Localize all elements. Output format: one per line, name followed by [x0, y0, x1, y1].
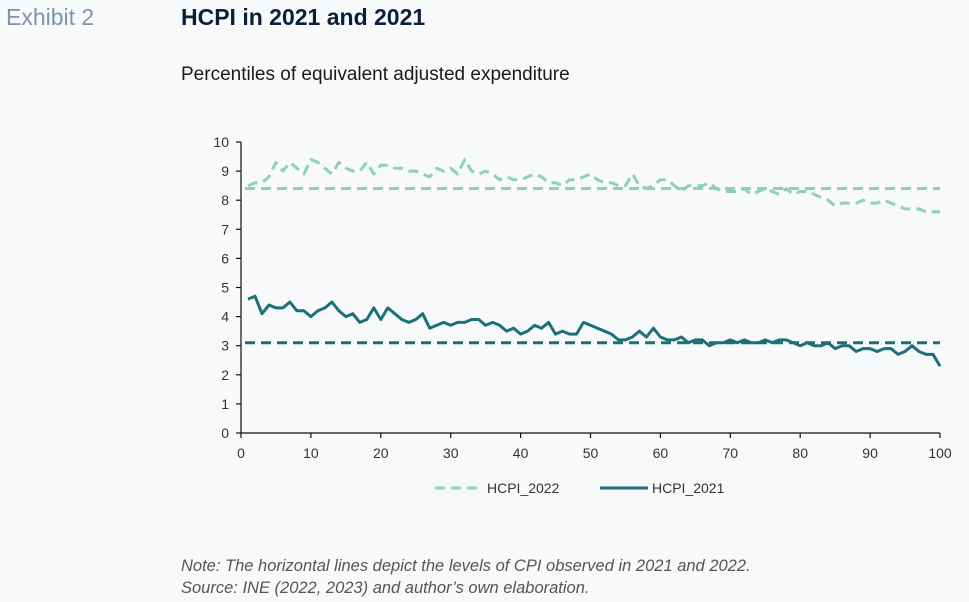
chart-notes: Note: The horizontal lines depict the le… [181, 555, 751, 599]
legend-label: HCPI_2022 [487, 480, 560, 496]
x-tick-label: 0 [237, 445, 245, 461]
x-tick-label: 50 [583, 445, 599, 461]
x-axis: 0 10 20 30 40 50 60 70 80 90 100 [237, 432, 952, 461]
series-lines [247, 158, 942, 367]
y-tick-label: 2 [221, 367, 229, 383]
x-tick-label: 40 [513, 445, 529, 461]
x-tick-label: 20 [373, 445, 389, 461]
y-tick-label: 9 [221, 163, 229, 179]
y-tick-label: 10 [213, 134, 229, 150]
exhibit-label: Exhibit 2 [6, 4, 95, 30]
chart-title: HCPI in 2021 and 2021 [181, 4, 426, 30]
x-tick-label: 80 [792, 445, 808, 461]
x-tick-label: 100 [928, 445, 952, 461]
legend-label: HCPI_2021 [652, 480, 725, 496]
series-line-hcpi-2021 [247, 294, 942, 367]
y-tick-label: 6 [221, 250, 229, 266]
source-text: Source: INE (2022, 2023) and author’s ow… [181, 579, 590, 597]
legend-item-hcpi-2021: HCPI_2021 [600, 480, 725, 496]
series-line-hcpi-2022 [247, 158, 940, 214]
legend-item-hcpi-2022: HCPI_2022 [435, 480, 560, 496]
legend: HCPI_2022 HCPI_2021 [435, 480, 725, 496]
x-tick-label: 30 [443, 445, 459, 461]
x-tick-label: 70 [723, 445, 739, 461]
x-tick-label: 90 [862, 445, 878, 461]
reference-lines [245, 187, 940, 345]
y-tick-label: 0 [221, 425, 229, 441]
y-tick-label: 8 [221, 192, 229, 208]
x-tick-label: 10 [303, 445, 319, 461]
y-tick-label: 4 [221, 309, 229, 325]
y-tick-label: 3 [221, 338, 229, 354]
y-tick-label: 1 [221, 396, 229, 412]
chart-subtitle: Percentiles of equivalent adjusted expen… [181, 64, 570, 85]
y-tick-label: 5 [221, 280, 229, 296]
line-chart: 0 1 2 3 4 5 6 7 8 9 10 0 10 20 30 40 50 60 70 80 90 100 HCPI… [213, 134, 952, 496]
y-tick-label: 7 [221, 221, 229, 237]
y-axis: 0 1 2 3 4 5 6 7 8 9 10 [213, 134, 242, 441]
x-tick-label: 60 [653, 445, 669, 461]
note-text: Note: The horizontal lines depict the le… [181, 557, 751, 575]
